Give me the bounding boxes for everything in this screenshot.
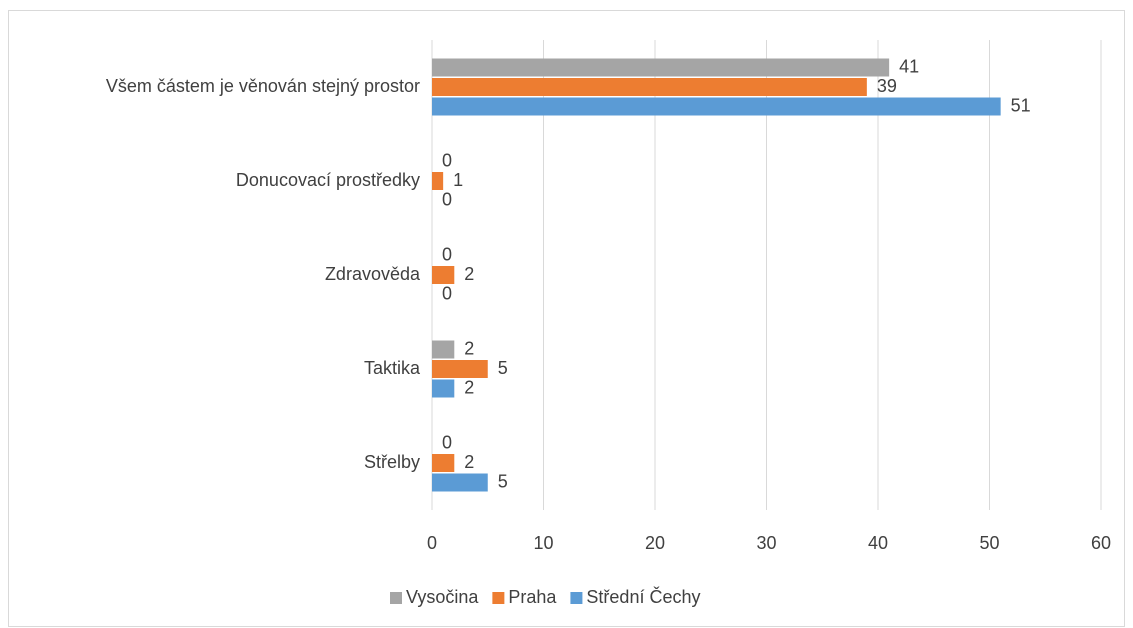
x-tick-label: 10: [533, 533, 553, 553]
bar: [432, 78, 867, 96]
legend-label: Praha: [508, 587, 557, 607]
y-tick-label: Donucovací prostředky: [236, 170, 420, 190]
data-label: 5: [498, 358, 508, 378]
data-label: 2: [464, 377, 474, 397]
legend-swatch: [570, 592, 583, 604]
bar: [432, 58, 890, 77]
bar: [432, 473, 488, 492]
data-label: 2: [464, 338, 474, 358]
data-label: 51: [1011, 95, 1031, 115]
data-label: 2: [464, 264, 474, 284]
y-tick-label: Taktika: [364, 358, 421, 378]
y-tick-label: Všem částem je věnován stejný prostor: [106, 76, 420, 96]
data-label: 5: [498, 471, 508, 491]
data-label: 41: [899, 56, 919, 76]
bar: [432, 340, 455, 359]
bar: [432, 360, 488, 378]
data-label: 0: [442, 150, 452, 170]
bar: [432, 379, 455, 398]
legend-swatch: [390, 592, 402, 604]
bar: [432, 266, 455, 284]
x-tick-label: 60: [1091, 533, 1111, 553]
legend-swatch: [492, 592, 505, 604]
data-label: 0: [442, 283, 452, 303]
data-label: 0: [442, 432, 452, 452]
data-label: 0: [442, 189, 452, 209]
x-tick-label: 0: [427, 533, 437, 553]
y-tick-label: Střelby: [364, 452, 420, 472]
legend-label: Vysočina: [406, 587, 479, 607]
data-label: 1: [453, 170, 463, 190]
x-tick-label: 50: [979, 533, 999, 553]
data-label: 0: [442, 244, 452, 264]
data-label: 39: [877, 76, 897, 96]
bar: [432, 172, 444, 190]
y-tick-label: Zdravověda: [325, 264, 421, 284]
x-tick-label: 40: [868, 533, 888, 553]
x-tick-label: 20: [645, 533, 665, 553]
x-tick-label: 30: [756, 533, 776, 553]
legend-label: Střední Čechy: [586, 586, 700, 607]
data-label: 2: [464, 452, 474, 472]
bar: [432, 97, 1001, 116]
bar: [432, 454, 455, 472]
